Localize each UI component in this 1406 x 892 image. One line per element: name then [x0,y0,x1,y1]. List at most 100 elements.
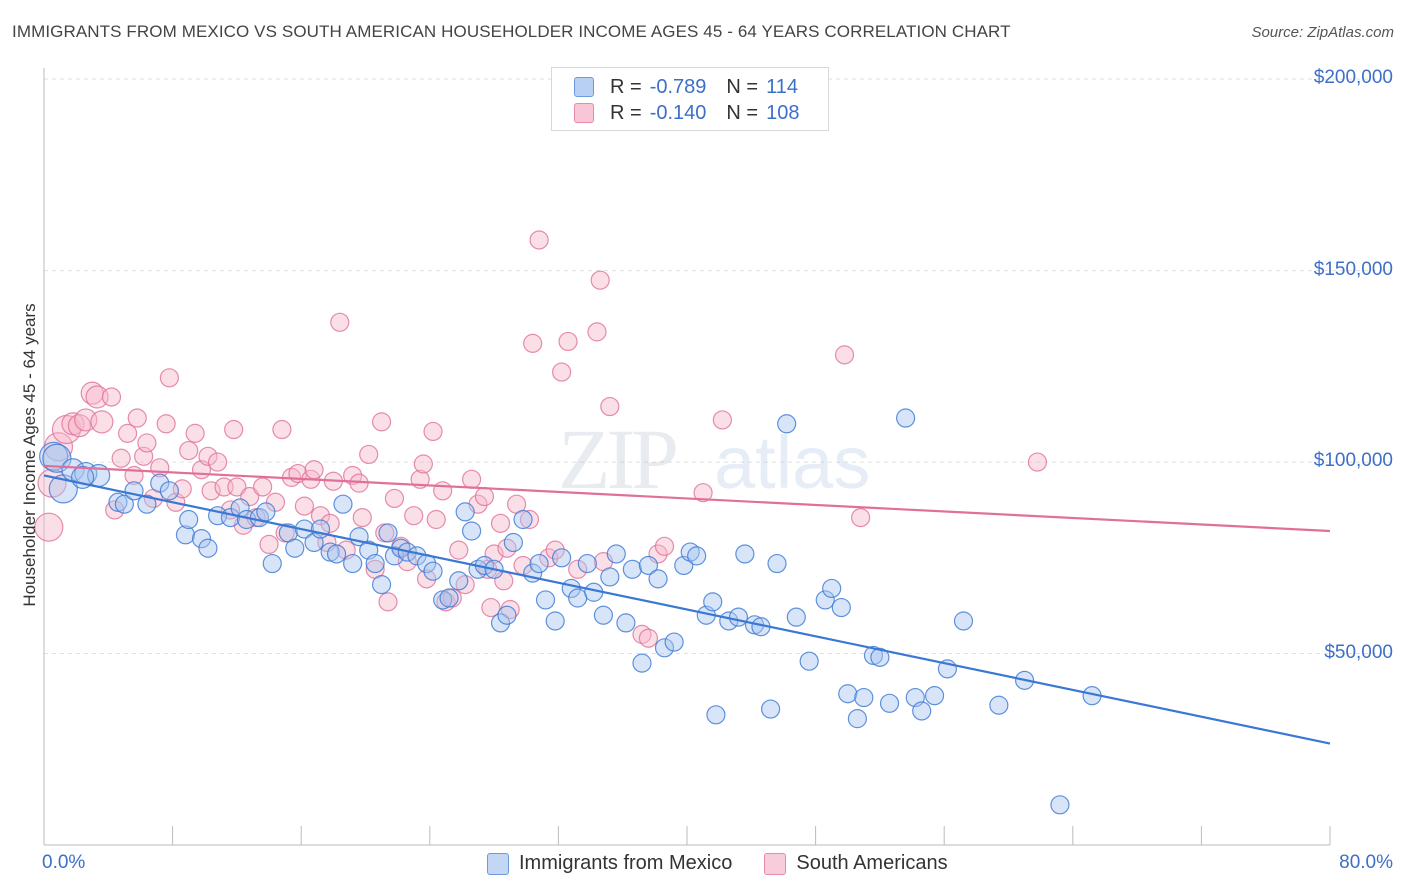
data-point [175,525,196,545]
data-point [545,611,565,631]
x-tick-label-max: 80.0% [1339,852,1393,873]
data-point [426,509,446,530]
legend-n-value: 114 [766,75,798,98]
data-point [497,605,517,625]
legend-r-value: -0.789 [649,75,707,98]
data-point [687,546,707,566]
data-point [439,588,459,608]
data-point [137,433,157,453]
series-south-americans [34,230,1048,648]
data-point [529,553,549,574]
trend-line-south-americans [43,464,1331,533]
data-point [552,548,572,568]
data-point [285,538,305,558]
legend-swatch-blue [487,852,509,875]
data-point [262,553,282,574]
legend-r-label: R = [610,101,642,124]
data-point [111,448,131,468]
y-tick-label: $100,000 [1313,450,1393,472]
data-point [43,432,74,462]
data-point [198,446,218,466]
data-point [924,686,945,706]
data-point [558,331,578,352]
data-point [156,414,176,434]
legend-item-label: Immigrants from Mexico [519,852,733,874]
data-point [854,687,874,708]
legend-item-label: South Americans [796,852,948,874]
source-label: Source: ZipAtlas.com [1251,24,1394,41]
legend-item-south-americans[interactable]: South Americans [764,852,948,875]
data-point [638,628,659,648]
data-point [256,502,276,522]
data-point [333,494,353,514]
data-point [159,481,179,501]
data-point [513,509,533,530]
data-point [590,270,610,290]
data-point [449,540,469,560]
data-point [490,513,511,533]
data-point [664,632,684,652]
data-point [654,638,675,658]
data-point [343,465,363,486]
data-point [320,513,340,533]
legend-r-label: R = [610,75,642,98]
data-point [728,607,749,627]
data-point [503,532,523,553]
data-point [384,488,405,509]
data-point [404,506,424,526]
y-axis-label: Householder Income Ages 45 - 64 years [20,303,39,607]
legend-n-value: 108 [766,101,800,124]
data-point [330,312,350,332]
data-point [304,460,324,480]
data-point [735,544,755,564]
trend-line-mexico [43,474,1331,745]
data-point [294,496,315,516]
data-point [371,575,392,595]
data-point [343,553,363,574]
watermark-atlas: atlas [714,421,870,504]
data-point [600,567,620,587]
legend-item-mexico[interactable]: Immigrants from Mexico [487,852,732,875]
data-point [413,454,433,474]
data-point [90,410,114,434]
data-point [137,494,157,514]
data-point [535,590,556,610]
data-point [606,544,626,564]
data-point [1027,452,1048,472]
data-point [523,333,543,353]
data-point [85,385,109,409]
data-point [490,613,511,633]
data-point [847,709,867,729]
data-point [587,322,607,342]
data-point [253,477,273,497]
data-point [185,423,205,443]
data-point [272,419,292,440]
data-point [101,387,122,407]
data-point [423,421,443,442]
data-point [481,597,501,618]
data-point [703,592,723,612]
data-point [767,553,787,574]
y-tick-label: $200,000 [1313,67,1393,89]
data-point [786,607,806,627]
correlation-legend: R = -0.789 N = 114 R = -0.140 N = 108 [551,67,829,131]
data-point [552,362,572,382]
data-point [834,345,855,365]
data-point [568,559,588,579]
data-point [474,486,495,507]
data-point [815,590,835,610]
data-point [989,695,1009,715]
series-immigrants-from-mexico [39,408,1102,815]
data-point [227,477,247,497]
data-point [159,368,179,388]
data-point [851,507,871,528]
legend-r-value: -0.140 [649,101,707,124]
data-point [378,592,398,612]
data-point [822,578,842,599]
watermark: ZIP atlas [558,411,870,507]
data-point [259,534,279,555]
data-point [384,546,405,566]
legend-n-label: N = [726,75,759,98]
data-point [34,512,64,542]
